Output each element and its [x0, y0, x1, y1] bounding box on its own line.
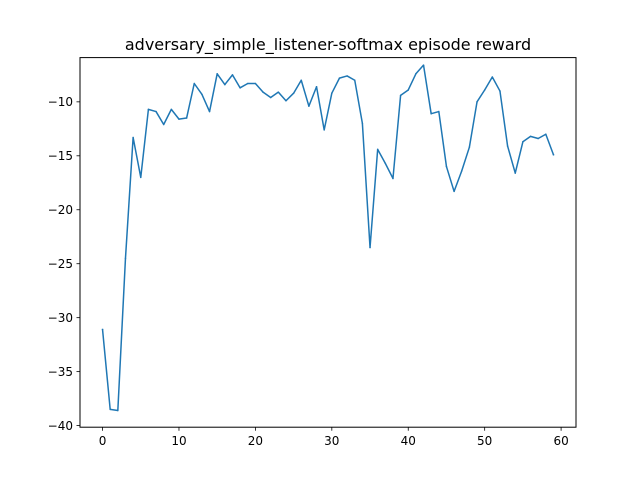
data-point [155, 110, 157, 113]
data-point [231, 74, 234, 76]
data-point [170, 108, 173, 111]
data-point [201, 93, 203, 96]
x-tick-label: 50 [477, 434, 492, 448]
data-point [346, 75, 348, 77]
data-point [361, 122, 364, 125]
data-point [369, 246, 371, 249]
y-tick-label: −35 [48, 365, 73, 379]
data-point [460, 170, 463, 172]
x-tick-label: 20 [248, 434, 263, 448]
data-point [376, 148, 379, 151]
y-tick-label: −30 [48, 311, 73, 325]
data-point [300, 79, 302, 82]
data-point [514, 172, 516, 174]
data-point [117, 409, 119, 412]
data-point [132, 136, 134, 139]
data-point [522, 141, 524, 143]
data-point [438, 110, 440, 113]
data-point [445, 165, 448, 168]
data-point [224, 83, 226, 86]
data-point [331, 92, 333, 94]
y-tick-label: −10 [48, 95, 73, 109]
data-point [315, 85, 318, 88]
x-axis: 0 10 20 30 40 50 60 [99, 427, 569, 448]
data-point [285, 100, 287, 102]
data-point [491, 76, 494, 78]
x-tick-label: 10 [171, 434, 186, 448]
data-point [384, 162, 387, 165]
data-point [277, 91, 280, 93]
x-tick-label: 40 [401, 434, 416, 448]
data-point [399, 94, 402, 97]
data-point [545, 133, 547, 135]
data-point [101, 328, 104, 331]
data-point [109, 408, 111, 411]
data-point [499, 90, 501, 92]
data-point [216, 73, 218, 75]
axes-frame [79, 57, 577, 428]
data-point [529, 135, 532, 138]
data-point [476, 101, 478, 103]
data-point [453, 190, 455, 193]
series-line [101, 64, 555, 412]
y-tick-label: −20 [48, 203, 73, 217]
data-point [415, 73, 417, 75]
x-tick-label: 60 [553, 434, 568, 448]
data-point [124, 257, 127, 260]
data-point [208, 110, 211, 113]
data-point [323, 129, 325, 131]
y-axis: −40 −35 −30 −25 −20 −15 −10 [48, 95, 80, 433]
y-tick-label: −40 [48, 419, 73, 433]
data-point [552, 153, 555, 156]
chart-title: adversary_simple_listener-softmax episod… [125, 35, 531, 55]
data-point [162, 123, 165, 126]
data-point [308, 105, 310, 107]
data-point [483, 89, 486, 91]
data-point [239, 87, 241, 89]
data-point [178, 118, 180, 120]
x-tick-label: 30 [324, 434, 339, 448]
data-point [185, 117, 188, 119]
data-point [147, 108, 150, 111]
data-point [407, 89, 409, 91]
data-point [247, 82, 249, 85]
x-tick-label: 0 [99, 434, 107, 448]
data-point [537, 137, 539, 140]
plot-area [101, 64, 555, 412]
data-point [506, 145, 509, 147]
data-point [338, 77, 341, 79]
data-point [269, 96, 272, 99]
y-tick-label: −25 [48, 257, 73, 271]
data-point [468, 146, 471, 148]
data-point [392, 177, 394, 180]
data-point [140, 176, 142, 179]
data-point [254, 82, 257, 85]
data-point [292, 92, 295, 94]
data-point [422, 64, 425, 66]
data-point [354, 79, 356, 82]
data-point [262, 91, 264, 93]
data-point [193, 82, 196, 85]
data-point [430, 112, 432, 115]
y-tick-label: −15 [48, 149, 73, 163]
